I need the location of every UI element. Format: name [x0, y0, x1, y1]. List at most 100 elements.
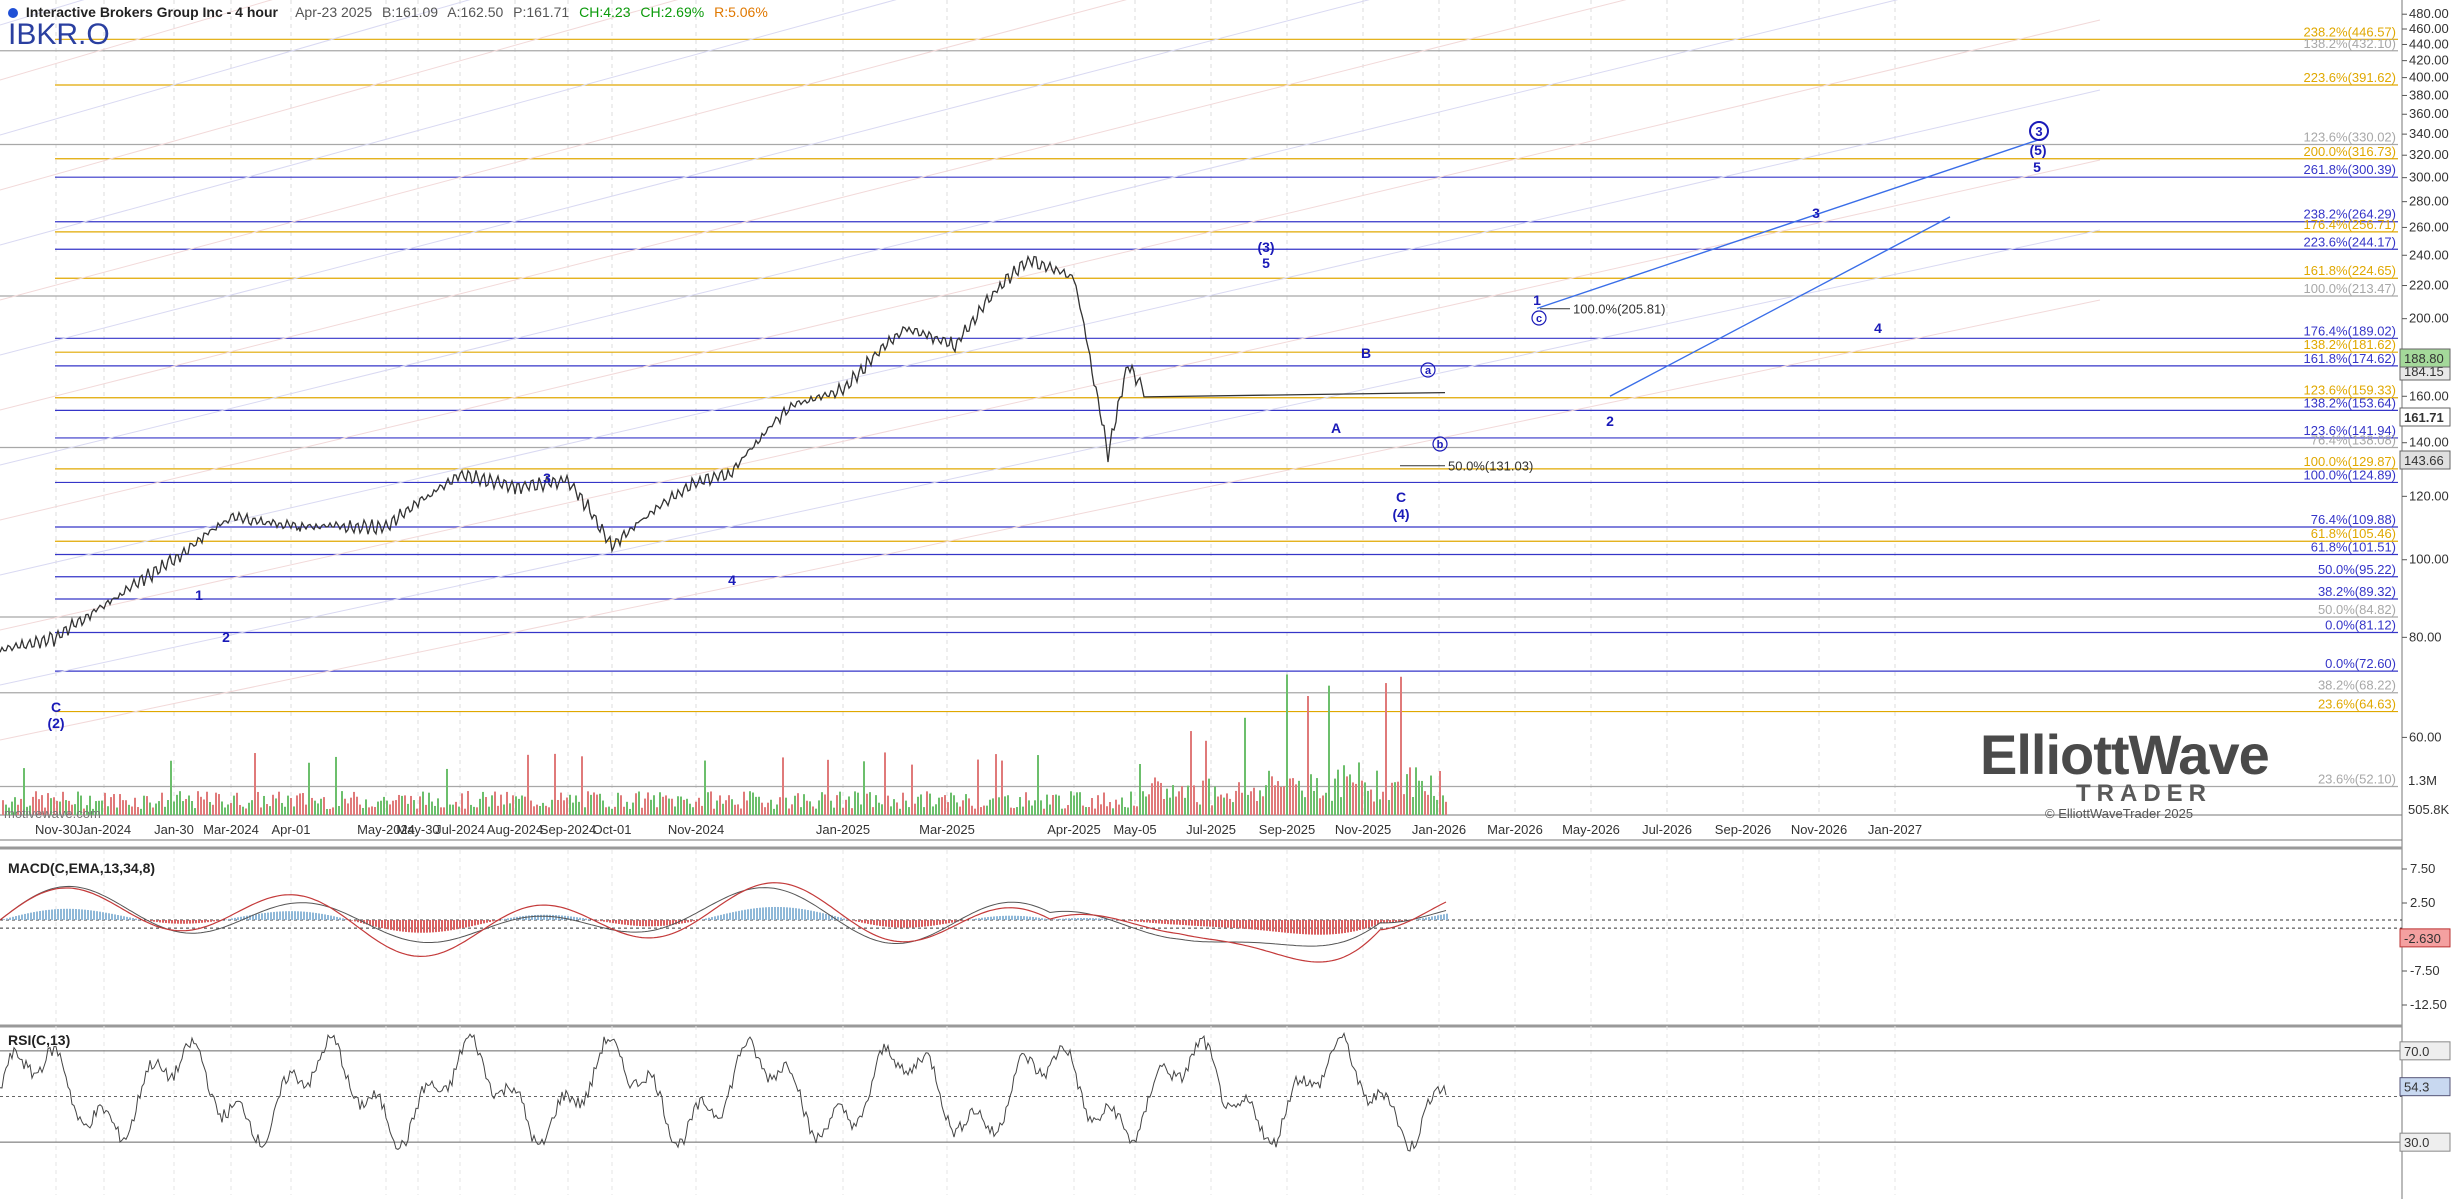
macd-histogram-bar	[438, 920, 440, 932]
price-marker-label: 161.71	[2404, 410, 2444, 425]
volume-bar	[149, 802, 151, 815]
macd-histogram-bar	[474, 920, 476, 926]
macd-histogram-bar	[393, 920, 395, 931]
macd-histogram-bar	[1230, 920, 1232, 928]
volume-bar	[1184, 797, 1186, 815]
volume-bar	[935, 804, 937, 815]
volume-bar	[1040, 800, 1042, 815]
volume-bar	[233, 795, 235, 815]
macd-histogram-bar	[132, 918, 134, 920]
macd-histogram-bar	[807, 910, 809, 920]
volume-bar	[788, 808, 790, 815]
volume-bar	[170, 760, 172, 815]
volume-bar	[1121, 797, 1123, 815]
volume-bar	[659, 792, 661, 815]
macd-histogram-bar	[303, 911, 305, 920]
volume-bar	[1088, 807, 1090, 815]
macd-histogram-bar	[1248, 920, 1250, 930]
macd-histogram-bar	[720, 914, 722, 920]
macd-histogram-bar	[612, 920, 614, 924]
macd-histogram-bar	[1254, 920, 1256, 930]
macd-histogram-bar	[585, 918, 587, 920]
volume-bar	[608, 806, 610, 815]
x-tick-label: Jan-30	[154, 822, 194, 837]
volume-bar	[1178, 791, 1180, 815]
volume-bar	[29, 805, 31, 815]
volume-bar	[1256, 800, 1258, 815]
volume-bar	[980, 807, 982, 815]
volume-bar	[857, 792, 859, 815]
volume-bar	[515, 796, 517, 815]
volume-bar	[1328, 685, 1330, 815]
macd-histogram-bar	[762, 907, 764, 920]
macd-histogram-bar	[936, 920, 938, 926]
macd-histogram-bar	[1104, 918, 1106, 920]
x-tick-label: Nov-2026	[1791, 822, 1847, 837]
macd-histogram-bar	[906, 920, 908, 928]
wave-circle-icon	[2029, 121, 2049, 141]
macd-histogram-bar	[198, 920, 200, 924]
macd-histogram-bar	[768, 907, 770, 920]
macd-histogram-bar	[351, 920, 353, 921]
volume-bar	[572, 802, 574, 815]
volume-bar	[215, 792, 217, 815]
y-tick-label: 140.00	[2409, 435, 2449, 450]
volume-bar	[800, 807, 802, 815]
macd-histogram-bar	[354, 920, 356, 922]
volume-bar	[1403, 794, 1405, 815]
volume-bar	[275, 798, 277, 815]
volume-bar	[638, 791, 640, 815]
macd-histogram-bar	[654, 920, 656, 927]
macd-histogram-bar	[225, 919, 227, 920]
macd-histogram-bar	[702, 919, 704, 920]
volume-bar	[743, 791, 745, 815]
macd-histogram-bar	[1338, 920, 1340, 934]
macd-histogram-bar	[18, 915, 20, 920]
macd-histogram-bar	[1290, 920, 1292, 934]
macd-histogram-bar	[933, 920, 935, 926]
macd-histogram-bar	[741, 910, 743, 920]
volume-bar	[665, 795, 667, 815]
macd-histogram-bar	[603, 920, 605, 922]
volume-bar	[1106, 806, 1108, 815]
macd-histogram-bar	[117, 915, 119, 920]
y-tick-label: 60.00	[2409, 729, 2442, 744]
macd-histogram-bar	[1008, 915, 1010, 920]
volume-bar	[422, 791, 424, 815]
macd-histogram-bar	[852, 920, 854, 921]
volume-bar	[281, 802, 283, 815]
macd-histogram-bar	[822, 913, 824, 920]
macd-histogram-bar	[1386, 920, 1388, 924]
volume-bar	[1289, 778, 1291, 815]
rsi-band-marker	[2399, 1041, 2451, 1061]
macd-histogram-bar	[1062, 918, 1064, 920]
volume-bar	[89, 795, 91, 815]
y-tick-label: 240.00	[2409, 247, 2449, 262]
macd-histogram-bar	[873, 920, 875, 925]
macd-histogram-bar	[681, 920, 683, 924]
y-tick-label: 200.00	[2409, 311, 2449, 326]
rsi-y-tick-label: 30.0	[2404, 1135, 2429, 1150]
volume-bar	[485, 797, 487, 815]
volume-bar	[1064, 808, 1066, 815]
bid-readout: B:161.09	[382, 4, 439, 20]
macd-histogram-bar	[48, 909, 50, 920]
volume-bars	[2, 674, 1447, 815]
volume-bar	[1112, 808, 1114, 815]
x-tick-label: Sep-2026	[1715, 822, 1771, 837]
macd-histogram-bar	[54, 909, 56, 920]
wave-label: A	[1331, 420, 1341, 436]
macd-histogram-bar	[798, 908, 800, 920]
macd-histogram-bar	[1185, 920, 1187, 926]
macd-histogram-bar	[1272, 920, 1274, 932]
price-marker-label: 143.66	[2404, 453, 2444, 468]
volume-bar	[452, 804, 454, 815]
macd-histogram-bar	[525, 915, 527, 920]
volume-bar	[617, 792, 619, 815]
macd-histogram-bar	[369, 920, 371, 926]
volume-bar	[224, 807, 226, 815]
macd-histogram-bar	[1011, 915, 1013, 920]
macd-histogram-bar	[999, 916, 1001, 920]
fib-label: 50.0%(95.22)	[2318, 562, 2396, 577]
